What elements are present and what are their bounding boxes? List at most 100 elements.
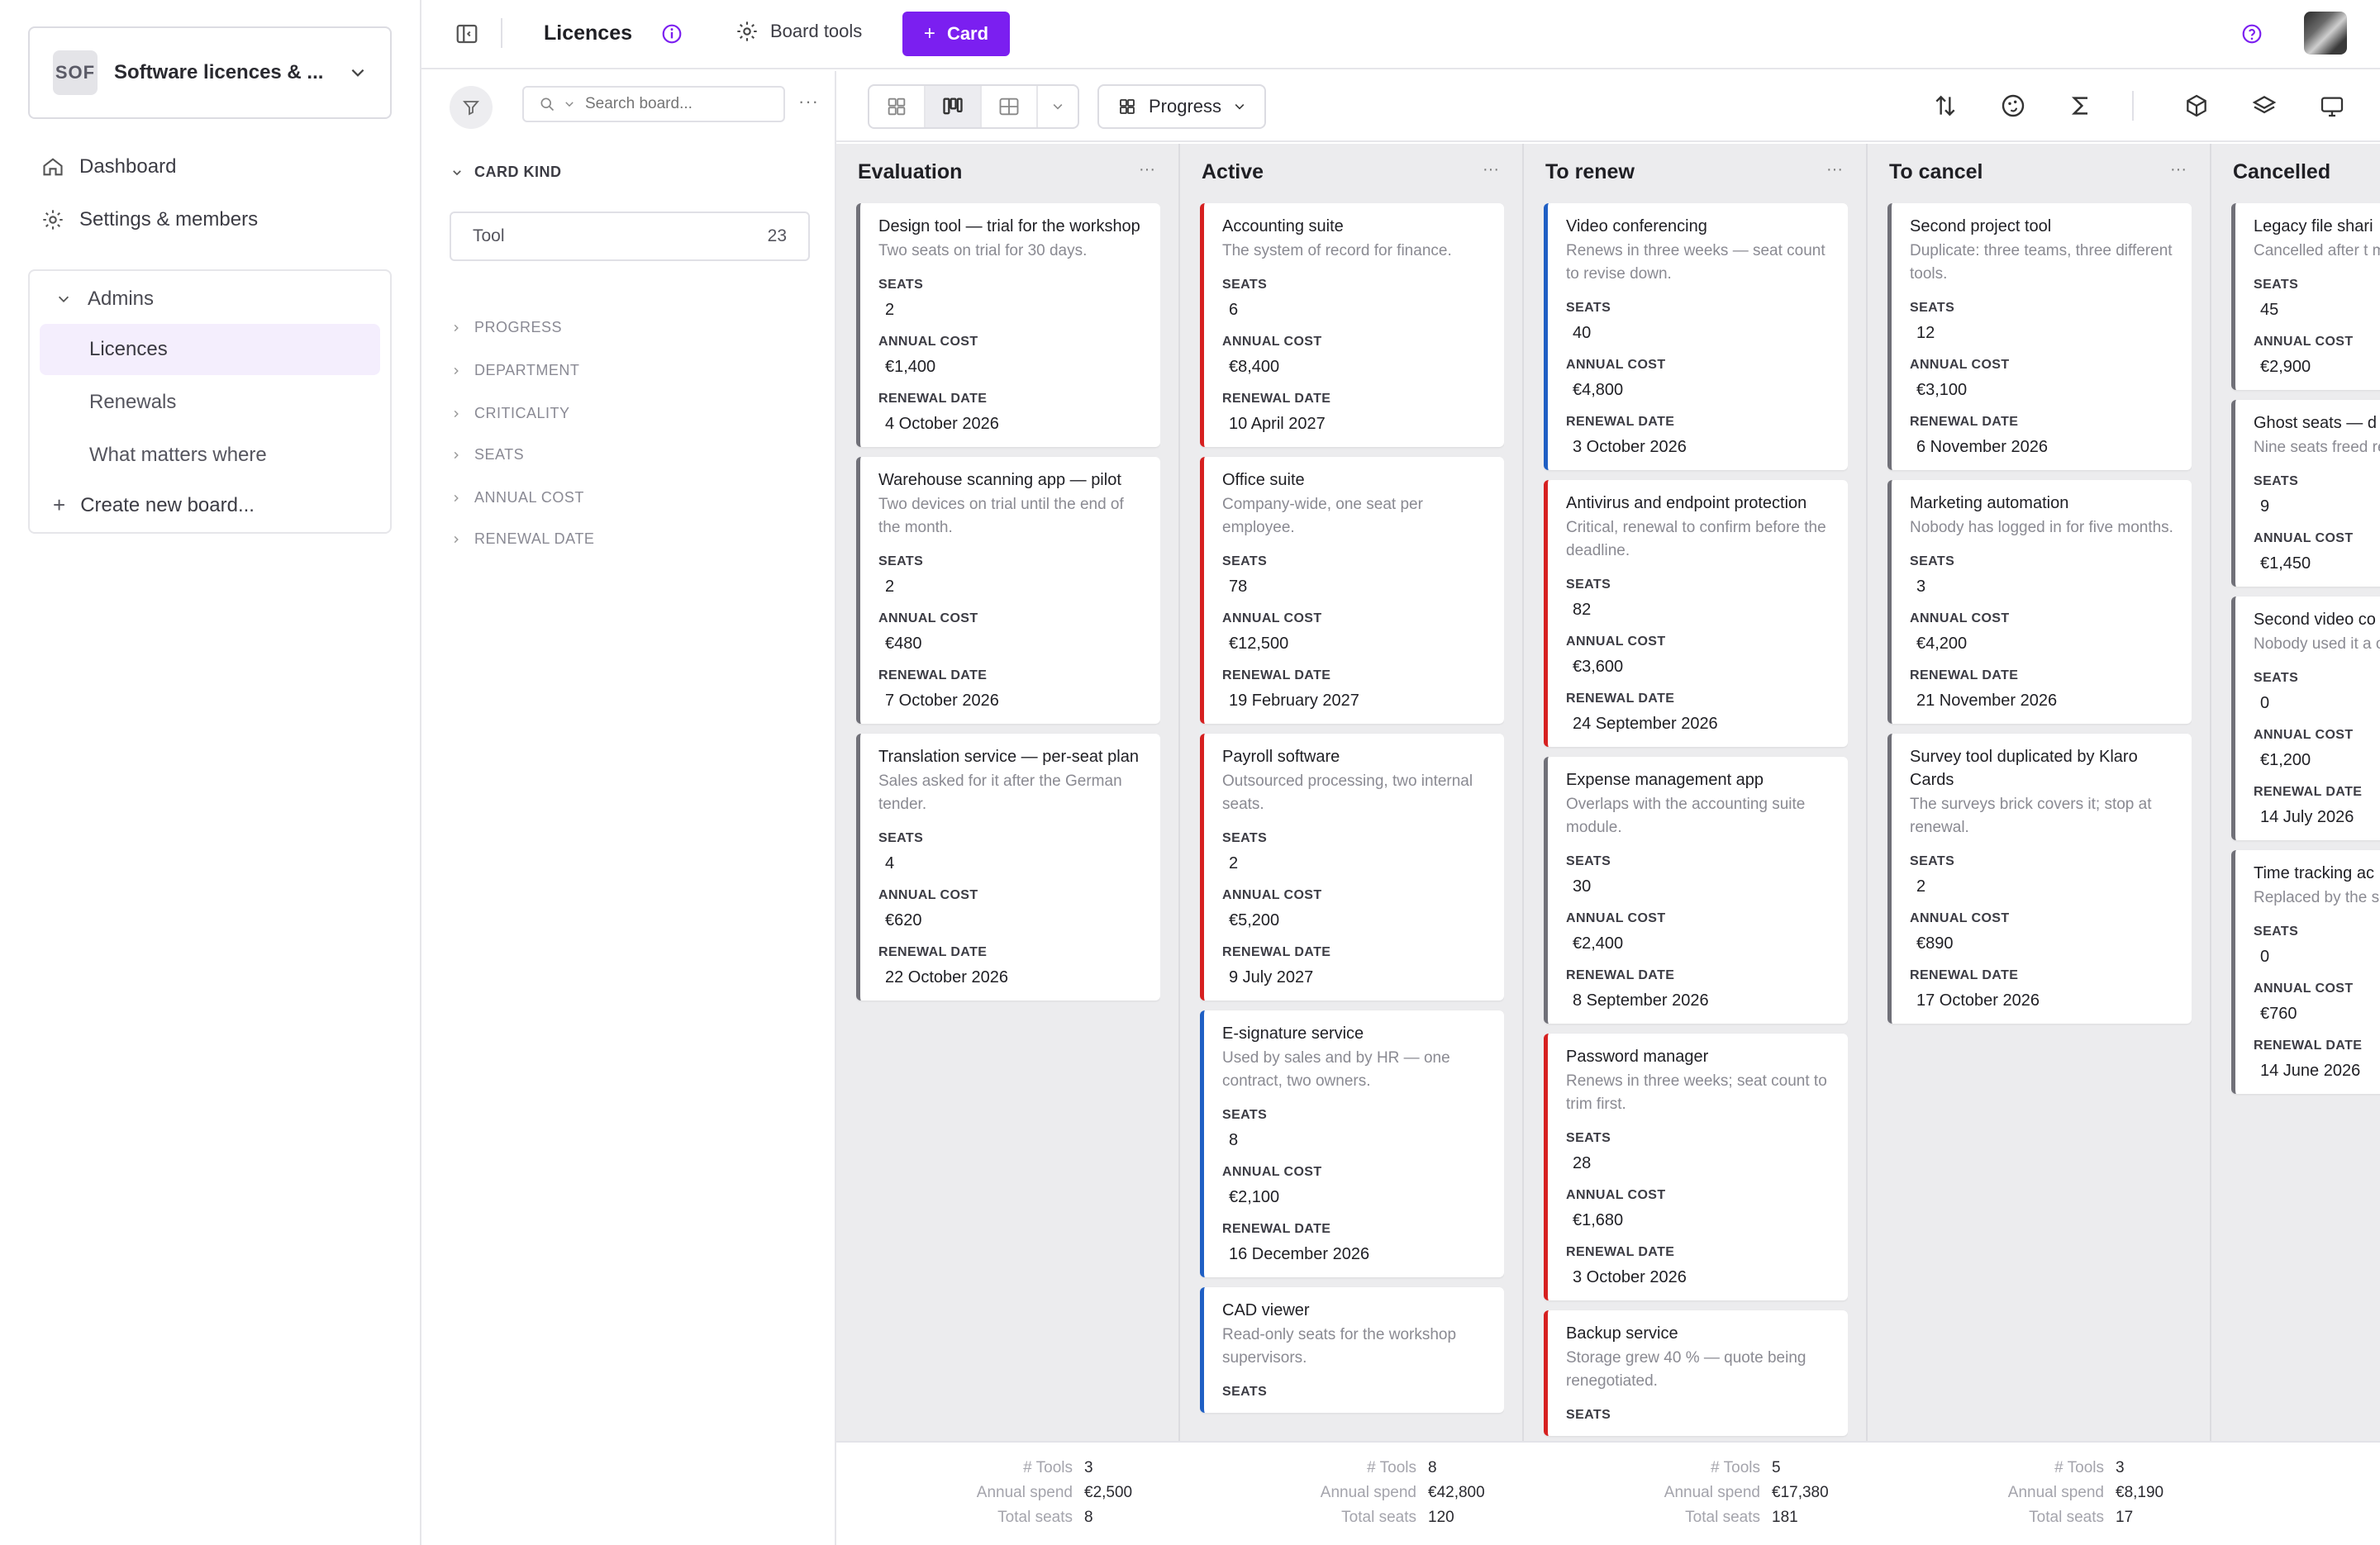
facet-progress[interactable]: PROGRESS (451, 319, 562, 336)
column-menu-icon[interactable]: ··· (1826, 160, 1843, 178)
info-icon[interactable] (661, 23, 683, 45)
facet-renewal-date[interactable]: RENEWAL DATE (451, 530, 594, 548)
board-search[interactable] (522, 86, 785, 122)
annual-cost-label: ANNUAL COST (1566, 1188, 1666, 1202)
annual-cost-label: ANNUAL COST (2254, 335, 2354, 349)
card-kind-toggle[interactable]: CARD KIND (451, 164, 562, 181)
board-tools-button[interactable]: Board tools (735, 20, 862, 43)
facet-criticality[interactable]: CRITICALITY (451, 405, 570, 422)
license-card[interactable]: Ghost seats — d employees Nine seats free… (2231, 400, 2380, 587)
license-card[interactable]: Translation service — per-seat plan Sales… (856, 734, 1160, 1001)
annual-cost-label: ANNUAL COST (1222, 611, 1322, 625)
license-card[interactable]: Second project tool Duplicate: three team… (1887, 203, 2192, 470)
license-card[interactable]: Office suite Company-wide, one seat per e… (1200, 457, 1504, 724)
column-menu-icon[interactable]: ··· (2170, 160, 2187, 178)
column-menu-icon[interactable]: ··· (1139, 160, 1155, 178)
sidebar-board-what-matters-where[interactable]: What matters where (89, 444, 267, 466)
help-icon[interactable] (2241, 23, 2263, 45)
nav-dashboard[interactable]: Dashboard (41, 155, 176, 178)
more-options-icon[interactable]: ··· (798, 91, 819, 112)
seats-value: 3 (1916, 578, 1926, 596)
annual-cost-value: €480 (885, 635, 922, 653)
license-card[interactable]: Warehouse scanning app — pilot Two device… (856, 457, 1160, 724)
add-card-button[interactable]: + Card (902, 12, 1010, 56)
search-icon (540, 97, 555, 112)
annual-cost-value: €8,400 (1229, 358, 1280, 376)
card-description: Used by sales and by HR — one contract, … (1222, 1049, 1450, 1090)
facet-label: PROGRESS (474, 319, 563, 335)
seats-label: SEATS (2254, 925, 2299, 939)
board-group: Admins Licences Renewals What matters wh… (28, 269, 392, 534)
license-card[interactable]: Survey tool duplicated by Klaro Cards The… (1887, 734, 2192, 1024)
nav-settings[interactable]: Settings & members (41, 208, 258, 231)
filter-button[interactable] (450, 86, 493, 129)
grid-view-icon (888, 97, 906, 116)
card-description: Replaced by the software's own f (2254, 889, 2380, 906)
card-description: Duplicate: three teams, three different … (1910, 242, 2173, 283)
renewal-date-label: RENEWAL DATE (1910, 668, 2019, 682)
group-by-select[interactable]: Progress (1097, 84, 1266, 129)
column-menu-icon[interactable]: ··· (1483, 160, 1499, 178)
card-description: Nobody used it a one landed. (2254, 635, 2380, 653)
user-avatar[interactable] (2304, 12, 2347, 55)
card-description: The system of record for finance. (1222, 242, 1452, 259)
table-view-button[interactable] (982, 86, 1038, 127)
kanban-view-icon (943, 97, 963, 115)
sort-icon[interactable] (1932, 93, 1959, 119)
group-toggle-admins[interactable]: Admins (56, 288, 154, 311)
grid-view-button[interactable] (869, 86, 926, 127)
card-title: Video conferencing (1566, 217, 1707, 235)
license-card[interactable]: Marketing automation Nobody has logged in… (1887, 480, 2192, 724)
layers-icon[interactable] (2251, 93, 2278, 119)
license-card[interactable]: Legacy file shari Cancelled after t migra… (2231, 203, 2380, 390)
license-card[interactable]: Payroll software Outsourced processing, t… (1200, 734, 1504, 1001)
facet-seats[interactable]: SEATS (451, 446, 524, 464)
seats-label: SEATS (1566, 1408, 1611, 1422)
license-card[interactable]: Video conferencing Renews in three weeks … (1544, 203, 1848, 470)
create-board-link[interactable]: + Create new board... (53, 492, 255, 518)
kanban-view-button[interactable] (926, 86, 982, 127)
kind-label: Tool (473, 226, 505, 245)
home-icon (43, 158, 63, 176)
renewal-date-label: RENEWAL DATE (878, 668, 988, 682)
sidebar-toggle-icon[interactable] (455, 21, 479, 46)
monitor-icon[interactable] (2319, 93, 2345, 119)
renewal-date-value: 7 October 2026 (885, 692, 999, 710)
sum-icon[interactable] (2068, 93, 2094, 119)
workspace-switcher[interactable]: SOF Software licences & ... (28, 26, 392, 119)
chevron-down-icon (58, 296, 69, 302)
license-card[interactable]: Time tracking ac Replaced by the software… (2231, 850, 2380, 1094)
seats-label: SEATS (878, 278, 924, 292)
sidebar-board-renewals[interactable]: Renewals (89, 391, 177, 413)
cube-icon[interactable] (2183, 93, 2210, 119)
card-title: Antivirus and endpoint protection (1566, 494, 1807, 512)
license-card[interactable]: E-signature service Used by sales and by … (1200, 1010, 1504, 1277)
nav-dashboard-label: Dashboard (79, 155, 177, 178)
search-input[interactable] (585, 95, 759, 113)
card-description: Read-only seats for the workshop supervi… (1222, 1326, 1457, 1367)
license-card[interactable]: Design tool — trial for the workshop Two … (856, 203, 1160, 447)
license-card[interactable]: Expense management app Overlaps with the … (1544, 757, 1848, 1024)
facet-label: DEPARTMENT (474, 362, 580, 378)
chevron-down-icon (1053, 104, 1063, 110)
chevron-down-icon (1235, 104, 1245, 110)
license-card[interactable]: Backup service Storage grew 40 % — quote … (1544, 1310, 1848, 1436)
renewal-date-value: 3 October 2026 (1573, 1268, 1687, 1286)
license-card[interactable]: Antivirus and endpoint protection Critica… (1544, 480, 1848, 747)
create-board-label: Create new board... (80, 493, 255, 516)
kind-filter-tool[interactable]: Tool 23 (450, 212, 810, 261)
facet-annual-cost[interactable]: ANNUAL COST (451, 489, 584, 506)
sidebar-board-licences[interactable]: Licences (40, 324, 380, 375)
palette-icon[interactable] (2000, 93, 2026, 119)
license-card[interactable]: CAD viewer Read-only seats for the worksh… (1200, 1287, 1504, 1413)
view-menu-button[interactable] (1038, 86, 1078, 127)
card-title: Second video co (2254, 611, 2376, 629)
column-title: Evaluation (858, 160, 963, 183)
license-card[interactable]: Password manager Renews in three weeks; s… (1544, 1034, 1848, 1300)
annual-cost-value: €2,100 (1229, 1188, 1280, 1206)
license-card[interactable]: Second video co Nobody used it a one land… (2231, 597, 2380, 840)
card-description: Renews in three weeks — seat count to re… (1566, 242, 1825, 283)
license-card[interactable]: Accounting suite The system of record for… (1200, 203, 1504, 447)
annual-cost-value: €4,800 (1573, 381, 1624, 399)
facet-department[interactable]: DEPARTMENT (451, 362, 579, 379)
